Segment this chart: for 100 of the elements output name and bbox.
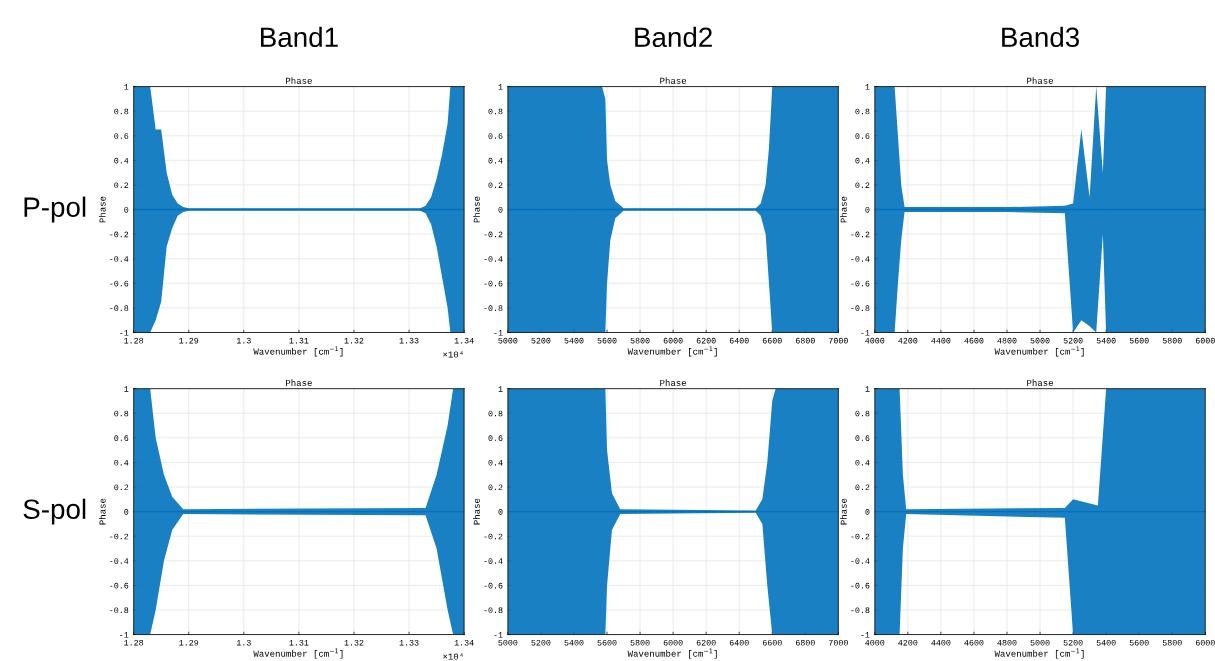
x-tick-label: 5400 bbox=[564, 337, 584, 344]
x-tick-label: 5000 bbox=[498, 639, 518, 646]
y-tick-label: -0.6 bbox=[110, 280, 129, 287]
y-tick-label: 0.2 bbox=[114, 484, 129, 491]
y-tick-label: -0.2 bbox=[110, 231, 129, 238]
x-tick-label: 1.28 bbox=[124, 337, 144, 344]
x-tick-label: 7000 bbox=[828, 337, 848, 344]
x-tick-label: 4400 bbox=[931, 337, 951, 344]
x-tick-label: 5600 bbox=[597, 337, 617, 344]
y-tick-label: -0.4 bbox=[851, 558, 870, 564]
x-axis-title: Wavenumber [cm$^{−1}$] bbox=[627, 346, 717, 357]
text: ×10⁴ bbox=[443, 351, 463, 358]
y-tick-label: -0.8 bbox=[110, 607, 129, 614]
x-tick-label: 5800 bbox=[1162, 639, 1182, 646]
y-tick-label: 0 bbox=[865, 206, 870, 213]
x-tick-label: 5000 bbox=[1030, 337, 1050, 344]
x-tick-label: 5400 bbox=[1096, 337, 1116, 344]
y-tick-label: 0.6 bbox=[855, 133, 870, 139]
y-tick-label: -0.4 bbox=[110, 558, 129, 564]
x-tick-label: 5000 bbox=[498, 337, 518, 344]
y-tick-label: 0.4 bbox=[488, 157, 503, 164]
x-tick-label: 6000 bbox=[1195, 639, 1215, 646]
y-tick-label: 1 bbox=[865, 386, 870, 392]
x-axis-title: Wavenumber [cm$^{−1}$] bbox=[994, 648, 1084, 659]
x-tick-label: 6800 bbox=[795, 337, 815, 344]
x-tick-label: 1.3 bbox=[236, 337, 251, 344]
y-tick-label: -1 bbox=[861, 330, 870, 336]
x-tick-label: 5800 bbox=[1162, 337, 1182, 344]
y-tick-label: -0.8 bbox=[110, 305, 129, 311]
y-tick-label: 1 bbox=[498, 386, 503, 392]
chart-title: Phase bbox=[286, 379, 312, 386]
y-axis-title: Phase bbox=[840, 498, 847, 525]
chart-title: Phase bbox=[1027, 379, 1053, 386]
x-tick-label: 5600 bbox=[597, 639, 617, 646]
y-tick-label: 0 bbox=[865, 509, 870, 515]
x-tick-label: 6800 bbox=[795, 639, 815, 646]
y-tick-label: -0.6 bbox=[851, 582, 870, 589]
x-tick-label: 4200 bbox=[898, 639, 918, 646]
y-tick-label: 0.2 bbox=[488, 484, 503, 491]
x-tick-label: 6400 bbox=[729, 639, 749, 646]
x-tick-label: 7000 bbox=[828, 639, 848, 646]
y-tick-label: 0.8 bbox=[855, 108, 870, 115]
chart-title: Phase bbox=[660, 379, 687, 386]
y-tick-label: -0.8 bbox=[851, 607, 870, 614]
text: Band3 bbox=[1002, 26, 1079, 48]
y-tick-label: 0 bbox=[124, 206, 129, 213]
x-tick-label: 4000 bbox=[865, 337, 885, 344]
y-tick-label: 0.8 bbox=[114, 410, 129, 417]
y-tick-label: -1 bbox=[494, 330, 503, 336]
y-tick-label: -0.4 bbox=[484, 256, 503, 262]
y-tick-label: 0.8 bbox=[855, 410, 870, 417]
x-tick-label: 4800 bbox=[997, 639, 1017, 646]
y-axis-title: Phase bbox=[98, 196, 106, 223]
x-axis-title: Wavenumber [cm$^{−1}$] bbox=[253, 648, 343, 659]
y-tick-label: 0.4 bbox=[114, 157, 129, 164]
x-tick-label: 4600 bbox=[964, 639, 984, 646]
x-axis-title: Wavenumber [cm$^{−1}$] bbox=[627, 648, 717, 659]
y-tick-label: 0.2 bbox=[488, 182, 503, 189]
x-tick-label: 4200 bbox=[898, 337, 918, 344]
x-tick-label: 1.31 bbox=[289, 639, 309, 646]
y-tick-label: 0.8 bbox=[488, 410, 503, 417]
x-tick-label: 5600 bbox=[1129, 639, 1149, 646]
y-tick-label: -0.4 bbox=[484, 558, 503, 564]
x-tick-label: 5000 bbox=[1030, 639, 1050, 646]
y-tick-label: 0.4 bbox=[855, 157, 870, 164]
x-tick-label: 1.28 bbox=[124, 639, 144, 646]
y-tick-label: 0 bbox=[498, 509, 503, 515]
y-tick-label: 0.2 bbox=[114, 182, 129, 189]
y-tick-label: -1 bbox=[120, 632, 129, 638]
y-tick-label: -0.2 bbox=[851, 533, 870, 540]
x-tick-label: 6000 bbox=[663, 639, 683, 646]
y-tick-label: 0.6 bbox=[114, 435, 129, 441]
y-tick-label: 1 bbox=[124, 386, 129, 392]
x-tick-label: 1.31 bbox=[289, 337, 309, 344]
y-tick-label: -0.6 bbox=[484, 582, 503, 589]
y-tick-label: -0.4 bbox=[851, 256, 870, 262]
x-tick-label: 5400 bbox=[1096, 639, 1116, 646]
x-tick-label: 6600 bbox=[762, 337, 782, 344]
y-tick-label: 0.4 bbox=[114, 459, 129, 466]
y-tick-label: -0.6 bbox=[851, 280, 870, 287]
chart-title: Phase bbox=[286, 77, 312, 84]
y-tick-label: 0.2 bbox=[855, 484, 870, 491]
x-tick-label: 6600 bbox=[762, 639, 782, 646]
x-tick-label: 1.32 bbox=[344, 639, 364, 646]
x-tick-label: 5400 bbox=[564, 639, 584, 646]
x-tick-label: 1.33 bbox=[399, 639, 419, 646]
y-axis-title: Phase bbox=[98, 498, 106, 525]
x-tick-label: 1.3 bbox=[236, 639, 251, 646]
x-tick-label: 6000 bbox=[663, 337, 683, 344]
x-tick-label: 1.34 bbox=[454, 639, 474, 646]
x-tick-label: 5800 bbox=[630, 337, 650, 344]
x-tick-label: 5200 bbox=[531, 337, 551, 344]
x-tick-label: 1.34 bbox=[454, 337, 474, 344]
y-tick-label: -0.6 bbox=[110, 582, 129, 589]
x-tick-label: 6400 bbox=[729, 337, 749, 344]
x-tick-label: 1.29 bbox=[179, 639, 199, 646]
y-tick-label: -0.2 bbox=[484, 533, 503, 540]
x-tick-label: 5200 bbox=[1063, 337, 1083, 344]
y-tick-label: 0.8 bbox=[488, 108, 503, 115]
x-axis-title: Wavenumber [cm$^{−1}$] bbox=[994, 346, 1084, 357]
